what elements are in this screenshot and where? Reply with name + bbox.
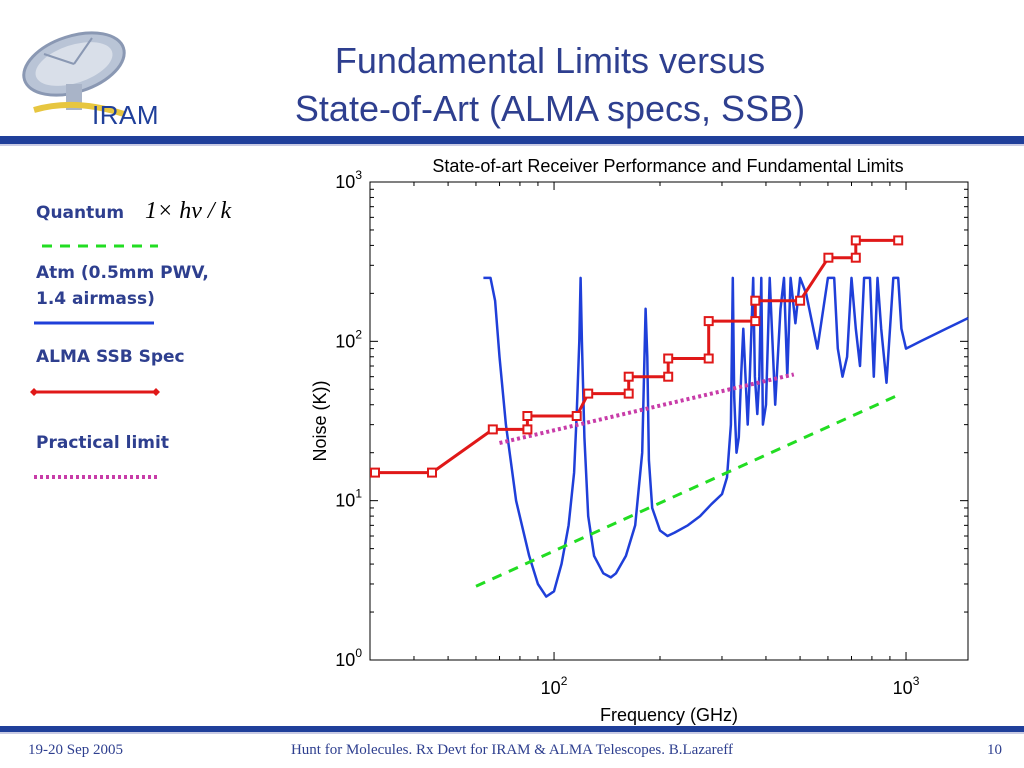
alma-spec-point	[823, 252, 834, 263]
slide-title-line2: State-of-Art (ALMA specs, SSB)	[294, 88, 806, 129]
y-tick-label: 100	[335, 646, 362, 670]
footer-divider-thin	[0, 732, 1024, 734]
iram-logo	[14, 24, 174, 136]
axis-tick-labels: 100 101 102 103 102 103	[335, 168, 919, 698]
alma-spec-point	[623, 388, 634, 399]
alma-spec-point	[703, 353, 714, 364]
legend-atm-label-line2: 1.4 airmass)	[36, 289, 155, 309]
noise-vs-frequency-chart: State-of-art Receiver Performance and Fu…	[310, 156, 969, 725]
plot-area-frame	[369, 181, 969, 661]
y-tick-label: 102	[335, 327, 362, 351]
series-practical-limit	[499, 372, 795, 445]
alma-spec-point	[583, 388, 594, 399]
antenna-dish-icon	[22, 31, 126, 117]
header-divider-thin	[0, 144, 1024, 146]
header-divider-bar	[0, 136, 1024, 144]
footer-page-number: 10	[987, 742, 1002, 758]
series-quantum	[475, 393, 899, 588]
alma-spec-point	[571, 411, 582, 421]
legend-quantum-label: Quantum	[36, 203, 125, 223]
y-tick-label: 101	[335, 487, 362, 511]
alma-spec-point	[663, 371, 674, 382]
slide-title-line1: Fundamental Limits versus	[334, 40, 766, 81]
alma-spec-point	[522, 411, 533, 421]
alma-spec-point	[522, 424, 533, 435]
alma-spec-point	[750, 316, 761, 327]
alma-spec-point	[487, 424, 498, 435]
alma-spec-point	[663, 353, 674, 364]
footer-divider-bar	[0, 726, 1024, 732]
y-tick-label: 103	[335, 168, 362, 192]
legend-swatches	[30, 244, 160, 479]
alma-spec-point	[370, 467, 380, 478]
legend-practical-label: Practical limit	[36, 433, 169, 453]
y-axis-label: Noise (K))	[310, 380, 330, 461]
chart-title: State-of-art Receiver Performance and Fu…	[432, 156, 903, 176]
legend-atm-label: Atm (0.5mm PWV, 1.4 airmass)	[36, 260, 276, 312]
series-atm-0-5mm-pwv-1-4-airmass	[483, 276, 969, 598]
legend-alma-label: ALMA SSB Spec	[36, 347, 185, 367]
alma-spec-point	[850, 252, 861, 263]
logo-text: IRAM	[92, 100, 159, 130]
alma-spec-point	[795, 295, 806, 306]
alma-spec-point	[750, 295, 761, 306]
footer-center-text: Hunt for Molecules. Rx Devt for IRAM & A…	[290, 742, 734, 758]
x-tick-label: 103	[893, 674, 920, 698]
alma-spec-point	[893, 235, 904, 246]
alma-spec-point	[703, 316, 714, 327]
legend-atm-label-line1: Atm (0.5mm PWV,	[36, 263, 209, 283]
alma-spec-point	[850, 235, 861, 246]
x-tick-label: 102	[541, 674, 568, 698]
alma-spec-point	[427, 467, 437, 478]
alma-spec-point	[623, 371, 634, 382]
series-layer	[370, 235, 969, 598]
axis-ticks	[369, 182, 968, 661]
legend-quantum-formula: 1× hν / k	[145, 198, 232, 224]
series-alma-ssb-spec	[375, 238, 899, 475]
x-axis-label: Frequency (GHz)	[600, 705, 738, 725]
legend-alma-swatch	[30, 388, 160, 396]
footer-date: 19-20 Sep 2005	[28, 742, 123, 758]
